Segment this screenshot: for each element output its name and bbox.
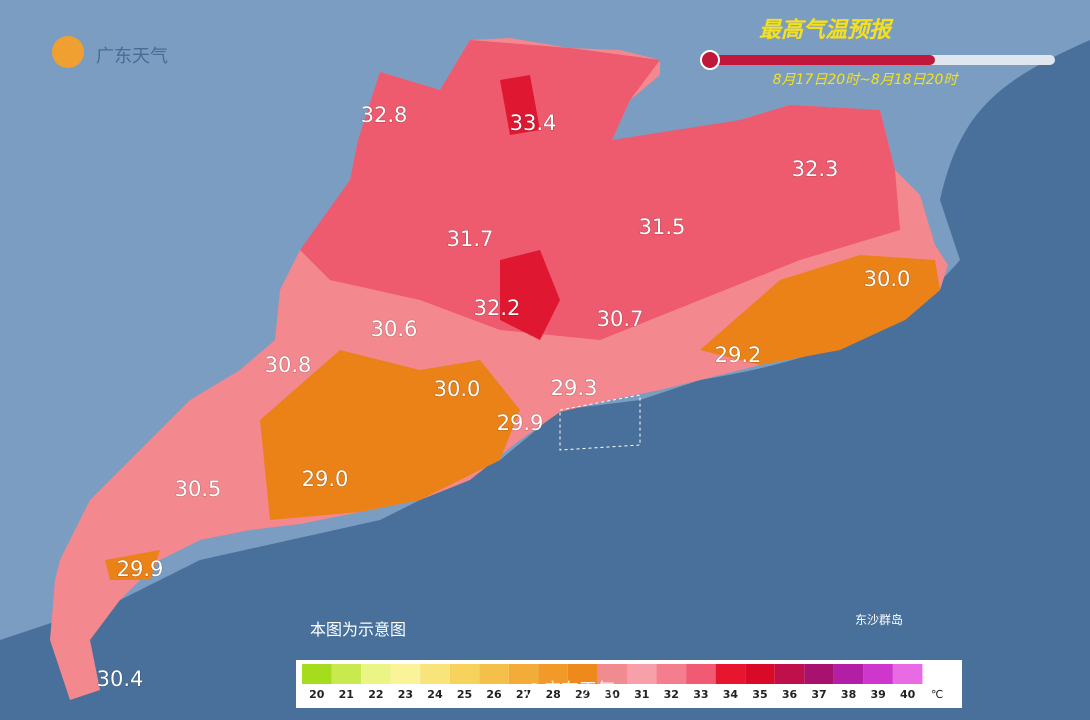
legend-swatch <box>833 664 864 684</box>
temperature-label: 29.3 <box>551 376 598 400</box>
temperature-label: 29.9 <box>497 411 544 435</box>
temperature-label: 29.0 <box>302 467 349 491</box>
temperature-label: 32.2 <box>474 296 521 320</box>
temperature-label: 31.7 <box>447 227 494 251</box>
temperature-label: 30.8 <box>265 353 312 377</box>
legend-label: 26 <box>486 688 502 701</box>
legend-label: 33 <box>693 688 708 701</box>
legend-label: 37 <box>811 688 826 701</box>
temperature-label: 30.5 <box>175 477 222 501</box>
title-bar-fill <box>705 55 935 65</box>
hot-zone <box>300 40 900 340</box>
legend-label: 34 <box>723 688 739 701</box>
legend-label: 36 <box>782 688 798 701</box>
schematic-note: 本图为示意图 <box>310 620 406 639</box>
legend-swatch <box>686 664 716 684</box>
legend-label: 25 <box>457 688 472 701</box>
legend-label: 31 <box>634 688 649 701</box>
legend-swatch <box>390 664 421 684</box>
legend-label: 22 <box>368 688 383 701</box>
legend-swatch <box>331 664 362 684</box>
legend-swatch <box>361 664 391 684</box>
legend-label: 39 <box>870 688 885 701</box>
legend-label: 32 <box>664 688 679 701</box>
title-bulb <box>700 50 720 70</box>
logo-icon <box>52 36 84 68</box>
legend-swatch <box>302 664 332 684</box>
legend-swatch <box>627 664 657 684</box>
temperature-label: 30.0 <box>434 377 481 401</box>
legend-label: 30 <box>605 688 621 701</box>
legend-label: 35 <box>752 688 767 701</box>
legend-swatch <box>479 664 509 684</box>
legend-swatch <box>863 664 893 684</box>
period: 8月17日20时~8月18日20时 <box>773 72 960 88</box>
legend-label: 29 <box>575 688 590 701</box>
hk-macau-box <box>559 394 641 451</box>
legend-swatch <box>656 664 687 684</box>
legend-swatch <box>774 664 805 684</box>
legend-swatch <box>745 664 775 684</box>
legend-swatch <box>538 664 568 684</box>
legend-label: 28 <box>545 688 560 701</box>
legend-label: 38 <box>841 688 856 701</box>
legend-label: 20 <box>309 688 325 701</box>
watermark: @广东天气 <box>525 680 615 701</box>
legend-swatch <box>449 664 480 684</box>
legend-label: 27 <box>516 688 531 701</box>
title: 最高气温预报 <box>759 17 894 43</box>
legend-swatch <box>508 664 539 684</box>
legend-swatch <box>420 664 450 684</box>
temperature-label: 30.6 <box>371 317 418 341</box>
temperature-label: 31.5 <box>639 215 686 239</box>
legend-label: 24 <box>427 688 443 701</box>
temperature-label: 32.8 <box>361 103 408 127</box>
legend-label: 40 <box>900 688 916 701</box>
temperature-label: 33.4 <box>510 111 557 135</box>
temperature-label: 30.7 <box>597 307 644 331</box>
legend-label: 21 <box>339 688 354 701</box>
temperature-label: 30.0 <box>864 267 911 291</box>
hottest-zone <box>500 75 560 340</box>
islands-label: 东沙群岛 <box>855 612 903 627</box>
legend-unit: ℃ <box>931 688 943 701</box>
legend-swatch <box>715 664 746 684</box>
temperature-label: 30.4 <box>97 667 144 691</box>
legend-swatch <box>597 664 627 684</box>
legend-swatch <box>567 664 598 684</box>
temperature-label: 29.9 <box>117 557 164 581</box>
warm-zone <box>105 255 940 580</box>
logo-text: 广东天气 <box>96 46 168 67</box>
temperature-label: 29.2 <box>715 343 762 367</box>
legend-swatch <box>892 664 923 684</box>
legend-label: 23 <box>398 688 413 701</box>
temperature-label: 32.3 <box>792 157 839 181</box>
legend-swatch <box>804 664 834 684</box>
